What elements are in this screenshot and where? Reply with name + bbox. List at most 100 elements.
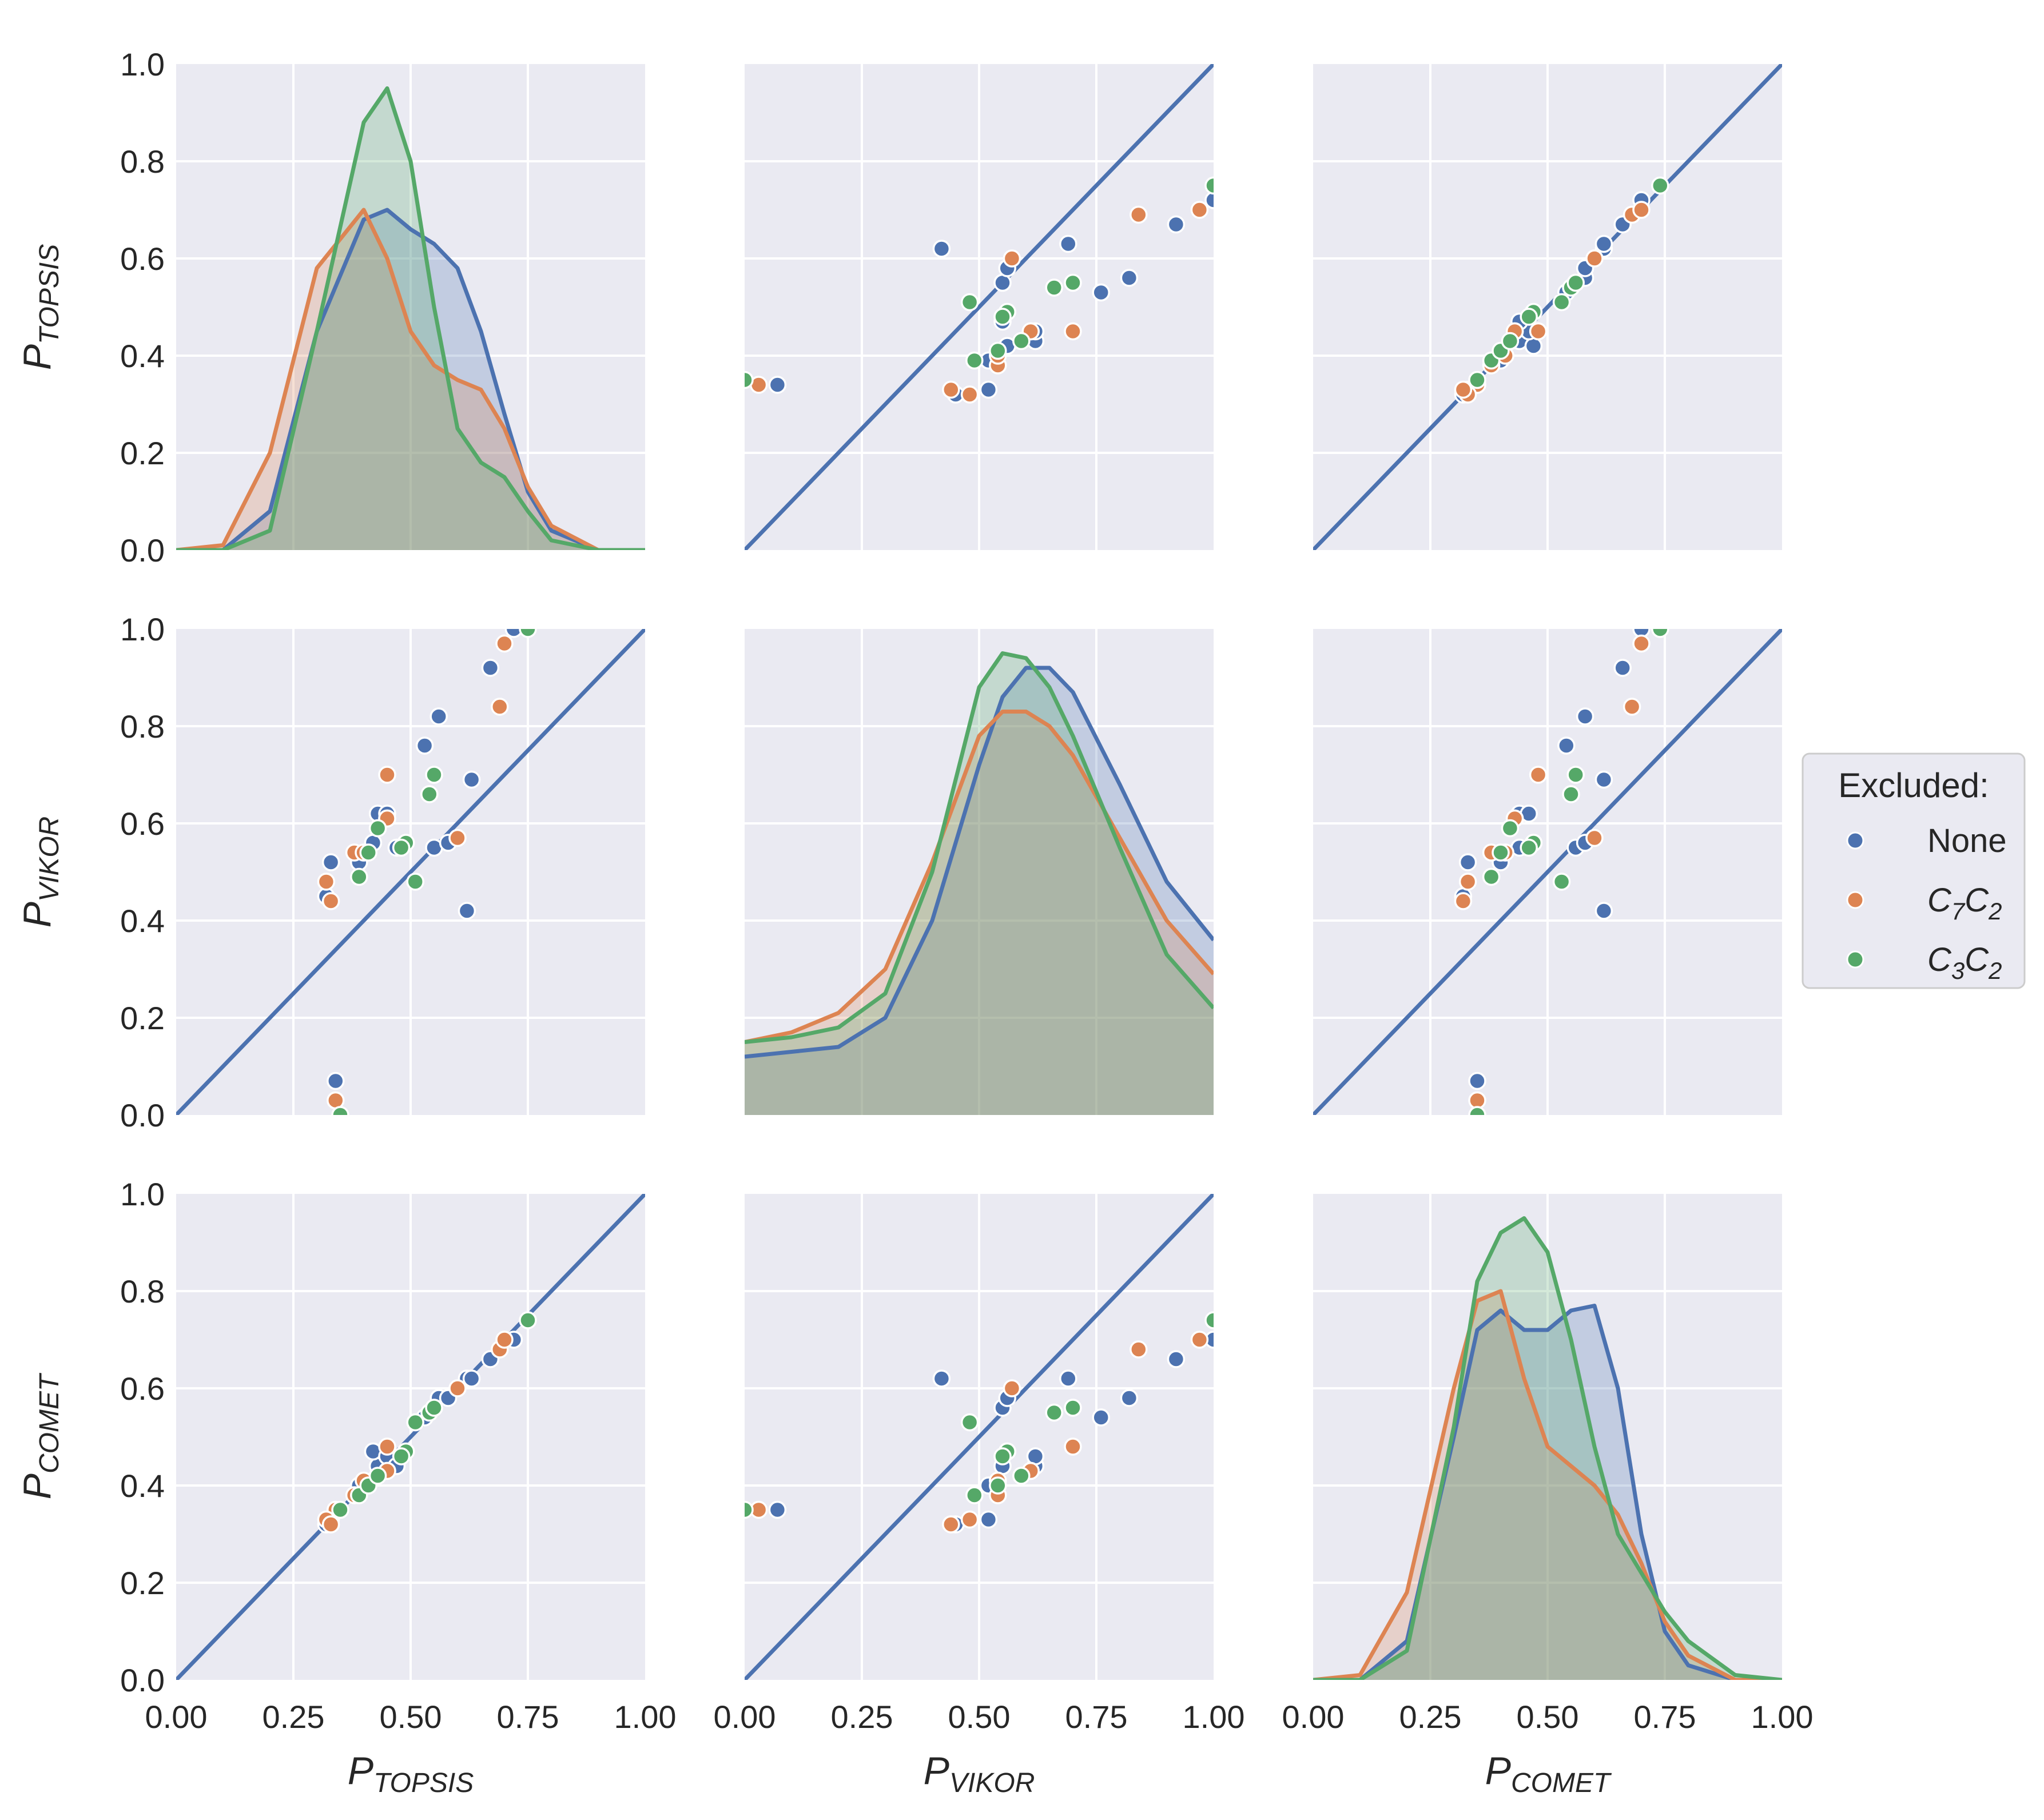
scatter-point-C3C2 bbox=[1552, 293, 1571, 312]
legend-entries: None C7C2 C3C2 bbox=[1846, 822, 2007, 984]
scatter-point-C3C2 bbox=[350, 867, 368, 886]
legend-box bbox=[1802, 752, 2026, 989]
scatter-point-C3C2 bbox=[1520, 308, 1538, 326]
plot-area bbox=[745, 64, 1214, 550]
reference-line bbox=[745, 64, 1214, 550]
scatter-point-None bbox=[462, 770, 481, 789]
plot-area bbox=[1313, 64, 1782, 550]
y-tick-label: 0.0 bbox=[120, 1662, 165, 1698]
scatter-point-C3C2 bbox=[519, 1311, 537, 1329]
scatter-point-C7C2 bbox=[1190, 1331, 1209, 1349]
scatter-point-C7C2 bbox=[1632, 201, 1651, 219]
scatter-point-C3C2 bbox=[960, 1413, 979, 1432]
kde-line-None bbox=[745, 666, 1214, 1059]
scatter-point-C3C2 bbox=[1064, 1399, 1082, 1417]
scatter-point-C3C2 bbox=[1651, 176, 1669, 195]
scatter-point-C3C2 bbox=[519, 629, 537, 638]
scatter-point-C3C2 bbox=[1552, 873, 1571, 891]
scatter-point-None bbox=[415, 736, 434, 755]
scatter-point-C7C2 bbox=[1632, 634, 1651, 653]
scatter-point-None bbox=[1468, 1072, 1486, 1090]
kde-line-C3C2 bbox=[745, 651, 1214, 1044]
panel-vikor-vs-vikor bbox=[745, 629, 1214, 1115]
y-tick-label: 0.4 bbox=[120, 1468, 165, 1504]
x-tick-label: 0.50 bbox=[948, 1699, 1011, 1735]
scatter-point-None bbox=[1167, 215, 1186, 234]
scatter-point-C3C2 bbox=[745, 371, 754, 389]
scatter-point-C3C2 bbox=[392, 838, 411, 857]
scatter-point-C7C2 bbox=[1454, 380, 1473, 399]
scatter-point-C3C2 bbox=[1501, 819, 1520, 838]
scatter-point-C7C2 bbox=[1064, 322, 1082, 341]
scatter-point-C3C2 bbox=[1566, 273, 1585, 292]
kde-line-C7C2 bbox=[745, 710, 1214, 1044]
y-axis-label-vikor: PVIKOR bbox=[15, 817, 65, 928]
legend-label-2: C3C2 bbox=[1927, 941, 2002, 984]
scatter-point-None bbox=[1059, 234, 1077, 253]
scatter-point-C7C2 bbox=[942, 380, 960, 399]
scatter-point-None bbox=[1557, 736, 1576, 755]
axis-labels: PTOPSIS PTOPSIS PVIKOR PVIKOR PCOMET PCOMET bbox=[15, 244, 1612, 1798]
scatter-point-C7C2 bbox=[1190, 201, 1209, 219]
scatter-point-None bbox=[1594, 770, 1613, 789]
scatter-point-None bbox=[1576, 707, 1594, 726]
scatter-point-C3C2 bbox=[1562, 785, 1580, 803]
y-tick-label: 0.6 bbox=[120, 1371, 165, 1407]
plot-area bbox=[745, 651, 1214, 1115]
y-tick-label: 0.4 bbox=[120, 903, 165, 939]
scatter-point-None bbox=[327, 1072, 345, 1090]
x-tick-label: 0.25 bbox=[263, 1699, 325, 1735]
kde-fill-None bbox=[745, 668, 1214, 1115]
scatter-point-C7C2 bbox=[321, 892, 340, 910]
legend-label-1: C7C2 bbox=[1927, 882, 2002, 925]
y-axis-label-comet: PCOMET bbox=[15, 1372, 65, 1499]
scatter-point-None bbox=[462, 1369, 481, 1388]
scatter-point-C3C2 bbox=[392, 1447, 411, 1465]
scatter-point-C3C2 bbox=[1651, 629, 1669, 638]
scatter-point-None bbox=[1613, 659, 1632, 677]
legend-label-0: None bbox=[1927, 822, 2007, 859]
panel-vikor-vs-topsis: 0.0 0.2 0.4 0.6 0.8 1.0 bbox=[120, 611, 645, 1133]
kde-fill-C3C2 bbox=[745, 653, 1214, 1115]
plot-area bbox=[745, 1194, 1214, 1680]
kde-line-C3C2 bbox=[176, 86, 645, 550]
scatter-point-C7C2 bbox=[1003, 249, 1021, 268]
scatter-point-C3C2 bbox=[406, 1413, 424, 1432]
scatter-point-C3C2 bbox=[965, 1486, 984, 1504]
y-tick-label: 1.0 bbox=[120, 46, 165, 82]
y-tick-label: 0.0 bbox=[120, 1097, 165, 1133]
y-tick-label: 0.8 bbox=[120, 144, 165, 180]
scatter-point-C7C2 bbox=[495, 634, 514, 653]
x-tick-label: 0.75 bbox=[1065, 1699, 1128, 1735]
y-tick-label: 0.0 bbox=[120, 532, 165, 568]
scatter-point-None bbox=[430, 707, 448, 726]
kde-fill-None bbox=[1313, 1305, 1782, 1680]
scatter-point-C3C2 bbox=[420, 785, 439, 803]
x-tick-label: 0.00 bbox=[714, 1699, 776, 1735]
scatter-point-None bbox=[1120, 1389, 1139, 1407]
scatter-point-None bbox=[1059, 1369, 1077, 1388]
scatter-point-C7C2 bbox=[448, 1379, 467, 1397]
scatter-point-C7C2 bbox=[317, 873, 336, 891]
y-tick-label: 1.0 bbox=[120, 611, 165, 647]
scatter-point-None bbox=[979, 1510, 998, 1529]
panel-topsis-vs-topsis: 0.0 0.2 0.4 0.6 0.8 1.0 bbox=[120, 46, 645, 568]
legend-title: Excluded: bbox=[1838, 766, 1989, 805]
kde-line-C3C2 bbox=[1313, 1216, 1782, 1680]
y-tick-label: 1.0 bbox=[120, 1176, 165, 1212]
scatter-point-C3C2 bbox=[1520, 838, 1538, 857]
scatter-point-C3C2 bbox=[1468, 1106, 1486, 1115]
y-tick-label: 0.8 bbox=[120, 708, 165, 744]
scatter-point-C7C2 bbox=[1585, 249, 1604, 268]
scatter-point-C3C2 bbox=[1045, 278, 1063, 297]
x-tick-label: 0.00 bbox=[145, 1699, 208, 1735]
plot-area bbox=[176, 1194, 645, 1680]
scatter-point-C7C2 bbox=[1458, 873, 1477, 891]
x-tick-label: 0.50 bbox=[380, 1699, 442, 1735]
scatter-point-None bbox=[768, 1500, 787, 1519]
scatter-point-C3C2 bbox=[993, 308, 1012, 326]
scatter-point-C3C2 bbox=[425, 766, 443, 784]
x-tick-label: 0.25 bbox=[1399, 1699, 1462, 1735]
scatter-point-None bbox=[1167, 1350, 1186, 1368]
